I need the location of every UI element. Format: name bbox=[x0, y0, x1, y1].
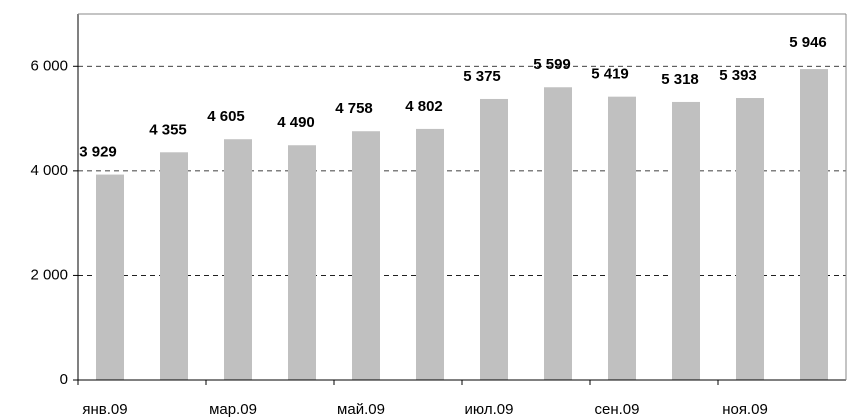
value-label: 5 375 bbox=[463, 68, 501, 85]
bar bbox=[416, 128, 444, 380]
bar bbox=[224, 139, 252, 380]
bar bbox=[736, 98, 764, 381]
x-tick-label: май.09 bbox=[337, 401, 385, 418]
bar bbox=[544, 87, 572, 380]
x-tick-label: сен.09 bbox=[595, 401, 640, 418]
value-label: 4 605 bbox=[207, 108, 245, 125]
y-tick-label: 0 bbox=[60, 371, 68, 388]
bar bbox=[288, 145, 316, 380]
y-tick-label: 2 000 bbox=[30, 266, 68, 283]
y-tick-label: 6 000 bbox=[30, 57, 68, 74]
x-tick-label: июл.09 bbox=[465, 401, 514, 418]
bar bbox=[96, 174, 124, 380]
x-tick-label: мар.09 bbox=[209, 401, 257, 418]
value-label: 5 419 bbox=[591, 66, 629, 83]
value-label: 4 802 bbox=[405, 98, 443, 115]
y-tick-label: 4 000 bbox=[30, 162, 68, 179]
value-label: 4 758 bbox=[335, 100, 373, 117]
x-tick-label: ноя.09 bbox=[722, 401, 768, 418]
value-label: 5 318 bbox=[661, 71, 699, 88]
value-label: 3 929 bbox=[79, 144, 117, 161]
value-label: 5 946 bbox=[789, 34, 827, 51]
bar bbox=[160, 152, 188, 380]
bar bbox=[800, 69, 828, 381]
x-tick-label: янв.09 bbox=[82, 401, 127, 418]
bar bbox=[672, 101, 700, 380]
bar bbox=[480, 98, 508, 380]
value-label: 4 490 bbox=[277, 114, 315, 131]
value-label: 5 599 bbox=[533, 56, 571, 73]
value-label: 5 393 bbox=[719, 67, 757, 84]
bar bbox=[352, 131, 380, 380]
bar bbox=[608, 96, 636, 381]
value-label: 4 355 bbox=[149, 121, 187, 138]
